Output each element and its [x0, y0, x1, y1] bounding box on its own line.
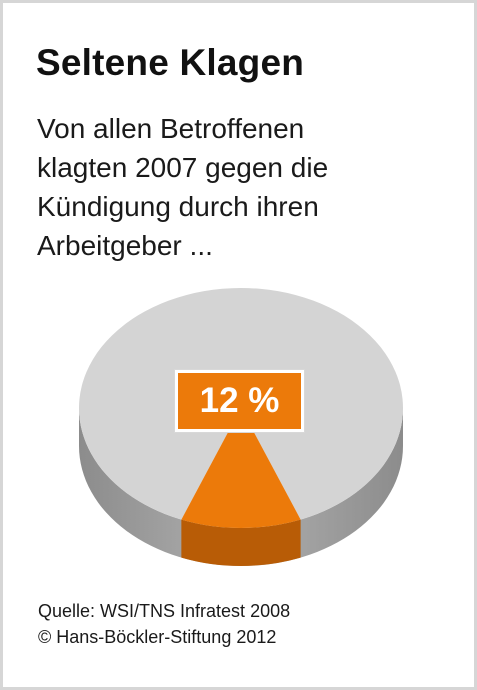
source-note: Quelle: WSI/TNS Infratest 2008 © Hans-Bö…: [38, 598, 290, 650]
slice-label-highlight: 12 %: [175, 370, 304, 432]
pie-side-rest: [79, 408, 403, 566]
chart-subtitle: Von allen Betroffenen klagten 2007 gegen…: [37, 113, 329, 261]
source-line: Quelle: WSI/TNS Infratest 2008: [38, 601, 291, 621]
pie-side-highlight: [181, 519, 301, 567]
copyright-line: © Hans-Böckler-Stiftung 2012: [38, 627, 277, 647]
chart-title: Seltene Klagen: [36, 42, 305, 83]
pie-slice-highlight: [181, 408, 301, 529]
